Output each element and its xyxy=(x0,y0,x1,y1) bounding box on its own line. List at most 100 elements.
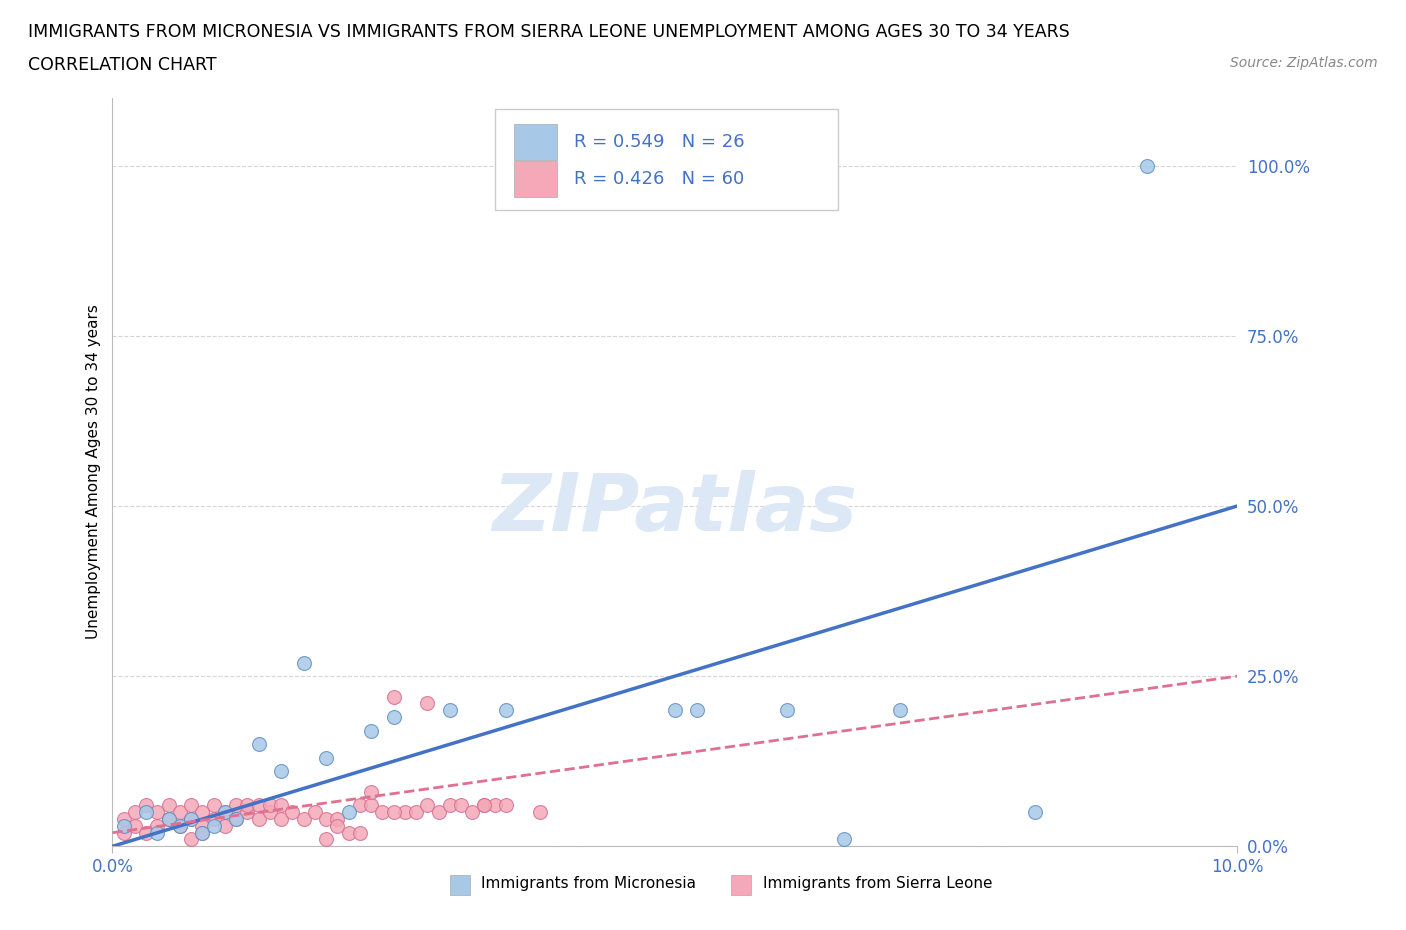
Point xyxy=(180,812,202,827)
Point xyxy=(225,812,247,827)
Point xyxy=(270,812,292,827)
FancyBboxPatch shape xyxy=(495,109,838,210)
Point xyxy=(405,804,427,819)
Text: Immigrants from Micronesia: Immigrants from Micronesia xyxy=(481,876,696,891)
Text: ZIPatlas: ZIPatlas xyxy=(492,471,858,549)
Point xyxy=(529,804,551,819)
Point xyxy=(225,798,247,813)
Point xyxy=(281,804,304,819)
Point xyxy=(135,825,157,840)
Point xyxy=(124,804,146,819)
Bar xyxy=(731,875,751,895)
Point xyxy=(169,818,191,833)
Point xyxy=(191,825,214,840)
Point xyxy=(247,812,270,827)
Point xyxy=(337,825,360,840)
Point xyxy=(247,798,270,813)
Point xyxy=(292,812,315,827)
Point xyxy=(292,655,315,670)
Point xyxy=(180,812,202,827)
Text: R = 0.426   N = 60: R = 0.426 N = 60 xyxy=(574,170,744,188)
Point xyxy=(146,825,169,840)
Point xyxy=(214,804,236,819)
Point xyxy=(169,804,191,819)
Text: IMMIGRANTS FROM MICRONESIA VS IMMIGRANTS FROM SIERRA LEONE UNEMPLOYMENT AMONG AG: IMMIGRANTS FROM MICRONESIA VS IMMIGRANTS… xyxy=(28,23,1070,41)
Point xyxy=(360,784,382,799)
Point xyxy=(247,737,270,751)
Point xyxy=(461,804,484,819)
Point xyxy=(180,798,202,813)
Point xyxy=(315,751,337,765)
Point xyxy=(157,798,180,813)
Bar xyxy=(450,875,470,895)
Point xyxy=(776,703,799,718)
Point xyxy=(349,798,371,813)
Point xyxy=(112,825,135,840)
Point xyxy=(214,804,236,819)
Point xyxy=(270,798,292,813)
Point xyxy=(326,812,349,827)
Point xyxy=(832,832,855,847)
Bar xyxy=(515,161,557,197)
Point xyxy=(191,825,214,840)
Point xyxy=(146,804,169,819)
Bar xyxy=(515,124,557,160)
Point xyxy=(112,812,135,827)
Text: Immigrants from Sierra Leone: Immigrants from Sierra Leone xyxy=(762,876,993,891)
Point xyxy=(427,804,450,819)
Point xyxy=(382,710,405,724)
Point xyxy=(349,825,371,840)
Point xyxy=(236,804,259,819)
Point xyxy=(1136,158,1159,173)
Point xyxy=(360,798,382,813)
Point xyxy=(146,818,169,833)
Text: CORRELATION CHART: CORRELATION CHART xyxy=(28,56,217,73)
Point xyxy=(416,798,439,813)
Point xyxy=(450,798,472,813)
Point xyxy=(225,812,247,827)
Point xyxy=(304,804,326,819)
Point xyxy=(664,703,686,718)
Point xyxy=(315,832,337,847)
Point xyxy=(259,798,281,813)
Point xyxy=(1024,804,1046,819)
Point xyxy=(371,804,394,819)
Point xyxy=(495,703,517,718)
Text: Source: ZipAtlas.com: Source: ZipAtlas.com xyxy=(1230,56,1378,70)
Point xyxy=(157,812,180,827)
Point xyxy=(315,812,337,827)
Point xyxy=(202,818,225,833)
Point xyxy=(157,812,180,827)
Point xyxy=(439,703,461,718)
Point xyxy=(439,798,461,813)
Point xyxy=(382,689,405,704)
Point xyxy=(124,818,146,833)
Point xyxy=(889,703,911,718)
Point xyxy=(484,798,506,813)
Point xyxy=(135,804,157,819)
Point xyxy=(135,798,157,813)
Point xyxy=(416,696,439,711)
Point xyxy=(270,764,292,779)
Point xyxy=(259,804,281,819)
Y-axis label: Unemployment Among Ages 30 to 34 years: Unemployment Among Ages 30 to 34 years xyxy=(86,304,101,640)
Point xyxy=(382,804,405,819)
Point xyxy=(360,724,382,738)
Point xyxy=(394,804,416,819)
Point xyxy=(326,818,349,833)
Point xyxy=(112,818,135,833)
Point xyxy=(686,703,709,718)
Point xyxy=(180,832,202,847)
Point xyxy=(472,798,495,813)
Point xyxy=(202,798,225,813)
Point xyxy=(169,818,191,833)
Point xyxy=(214,818,236,833)
Point xyxy=(191,818,214,833)
Point xyxy=(202,812,225,827)
Text: R = 0.549   N = 26: R = 0.549 N = 26 xyxy=(574,133,744,151)
Point xyxy=(495,798,517,813)
Point xyxy=(236,798,259,813)
Point xyxy=(191,804,214,819)
Point xyxy=(472,798,495,813)
Point xyxy=(337,804,360,819)
